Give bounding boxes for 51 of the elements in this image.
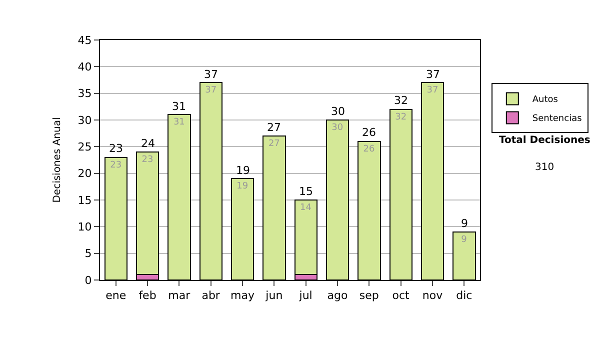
- y-tick-label: 25: [78, 140, 92, 154]
- data-label: 23: [142, 155, 154, 165]
- y-tick-label: 35: [78, 87, 92, 100]
- y-tick-label: 45: [78, 34, 92, 47]
- x-tick-label: sep: [359, 289, 379, 302]
- data-label: 19: [236, 182, 248, 192]
- x-tick-label: abr: [202, 289, 220, 302]
- x-tick-label: ene: [106, 289, 126, 302]
- text: 310: [535, 162, 554, 173]
- x-tick-label: dic: [456, 289, 472, 302]
- y-tick-label: 10: [78, 220, 92, 234]
- data-label: 37: [205, 86, 217, 96]
- x-tick-label: feb: [138, 289, 156, 302]
- total-label: 26: [362, 126, 376, 139]
- data-label: 30: [332, 123, 344, 133]
- total-label: 37: [426, 68, 440, 81]
- y-tick-label: 0: [84, 274, 92, 287]
- x-tick-label: nov: [422, 289, 444, 302]
- x-tick-label: jul: [298, 289, 312, 302]
- data-label: 9: [461, 235, 468, 245]
- total-label: 27: [267, 121, 281, 134]
- x-tick-label: mar: [168, 289, 191, 302]
- y-tick-label: 5: [84, 247, 92, 260]
- data-label: 26: [363, 144, 376, 154]
- data-label: 31: [173, 118, 185, 128]
- x-tick-label: ago: [327, 289, 348, 302]
- x-tick-label: jun: [264, 289, 283, 302]
- total-label: 15: [299, 185, 313, 198]
- y-tick-label: 30: [78, 114, 92, 127]
- total-label: 24: [141, 137, 155, 150]
- y-axis-title: Decisiones Anual: [52, 117, 63, 203]
- total-label: 9: [461, 217, 468, 230]
- data-label: 32: [395, 112, 407, 122]
- data-label: 27: [268, 139, 280, 149]
- data-label: 37: [426, 86, 438, 96]
- legend-label: Autos: [532, 95, 558, 106]
- y-tick-label: 20: [78, 167, 92, 180]
- x-tick-label: oct: [392, 289, 410, 302]
- total-label: 37: [204, 68, 218, 81]
- legend-label: Sentencias: [532, 114, 582, 124]
- total-label: 30: [331, 105, 345, 118]
- data-label: 23: [110, 160, 122, 170]
- y-tick-label: 40: [78, 60, 92, 74]
- total-label: 32: [394, 94, 408, 107]
- y-tick-label: 15: [78, 194, 92, 207]
- x-tick-label: may: [230, 289, 255, 302]
- text: Total Decisiones: [499, 135, 590, 146]
- total-label: 19: [236, 164, 250, 177]
- total-label: 23: [109, 142, 123, 155]
- total-label: 31: [172, 100, 186, 113]
- data-label: 14: [300, 203, 312, 213]
